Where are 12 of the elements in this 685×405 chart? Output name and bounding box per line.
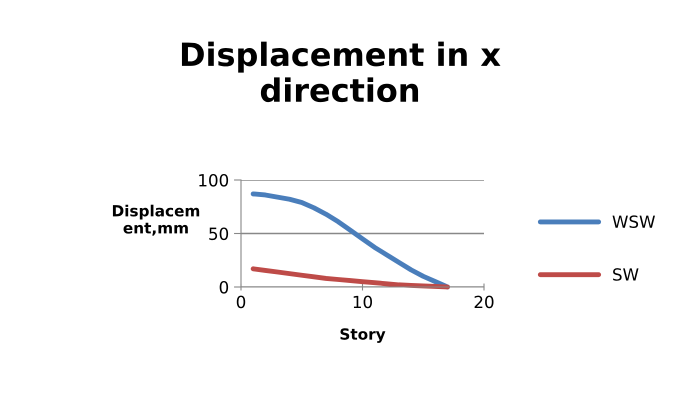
x-tick-label: 0 bbox=[236, 296, 246, 308]
y-axis-title: Displacem ent,mm bbox=[112, 204, 200, 236]
y-tick-label: 100 bbox=[199, 174, 228, 187]
line-series bbox=[250, 266, 450, 290]
x-axis-title: Story bbox=[340, 328, 386, 343]
chart-title: Displacement in x direction bbox=[182, 42, 500, 102]
legend-label: WSW bbox=[612, 215, 655, 228]
y-tick-label: 0 bbox=[220, 280, 228, 294]
x-tick-label: 10 bbox=[354, 296, 372, 308]
y-tick-label: 50 bbox=[209, 227, 228, 240]
legend-label: SW bbox=[613, 268, 638, 281]
x-tick-label: 20 bbox=[474, 296, 494, 308]
